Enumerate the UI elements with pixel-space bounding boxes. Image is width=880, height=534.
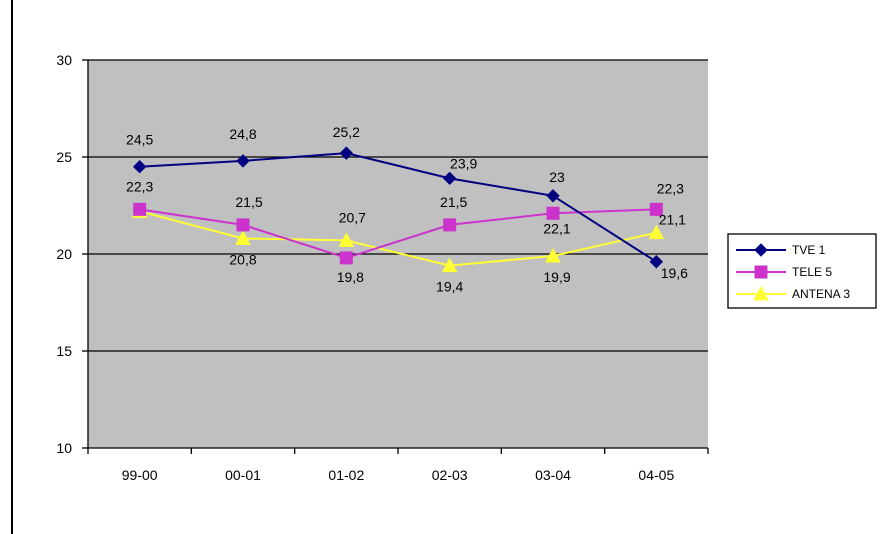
- data-label: 21,5: [235, 194, 262, 210]
- data-point-tve-1: [442, 171, 457, 186]
- data-label: 19,9: [543, 269, 570, 285]
- legend-label: TVE 1: [792, 243, 826, 257]
- data-point-tele-5: [546, 206, 560, 220]
- data-label: 22,3: [657, 180, 684, 196]
- data-label: 22,3: [126, 178, 153, 194]
- x-tick-label: 02-03: [432, 467, 468, 483]
- data-point-tele-5: [649, 202, 663, 216]
- data-label: 24,5: [126, 132, 153, 148]
- data-point-tele-5: [339, 251, 353, 265]
- series-line-tve-1: [139, 152, 657, 263]
- data-label: 19,6: [661, 265, 688, 281]
- data-point-antena-3: [235, 230, 251, 245]
- legend-swatch-marker: [753, 285, 769, 301]
- legend-label: TELE 5: [792, 265, 832, 279]
- legend-label: ANTENA 3: [792, 287, 850, 301]
- series-line-antena-3: [139, 210, 657, 267]
- data-label: 22,1: [543, 220, 570, 236]
- data-label: 23,9: [450, 155, 477, 171]
- x-tick-label: 00-01: [225, 467, 261, 483]
- data-label: 25,2: [333, 124, 360, 140]
- series-layer: [131, 146, 665, 273]
- y-tick-label: 10: [56, 440, 72, 456]
- x-tick-label: 04-05: [638, 467, 674, 483]
- legend-swatch-marker: [754, 265, 768, 279]
- y-tick-label: 25: [56, 149, 72, 165]
- data-point-antena-3: [545, 247, 561, 263]
- data-point-tve-1: [649, 255, 664, 269]
- data-label: 24,8: [229, 126, 256, 142]
- data-label: 20,8: [229, 251, 256, 267]
- data-label: 20,7: [339, 209, 366, 225]
- y-tick-label: 30: [56, 52, 72, 68]
- data-point-tve-1: [132, 159, 147, 174]
- data-label: 21,5: [440, 194, 467, 210]
- legend-swatch-marker: [754, 243, 768, 257]
- axes: 10 15 20 25 30 99-00 00-01 01-02 02-03 03-04 04-05: [56, 52, 709, 483]
- data-point-tve-1: [339, 146, 354, 160]
- data-point-antena-3: [648, 224, 665, 240]
- data-label: 19,4: [436, 279, 463, 295]
- y-tick-label: 20: [56, 246, 72, 262]
- data-point-tele-5: [133, 202, 147, 216]
- legend: TVE 1 TELE 5 ANTENA 3: [727, 233, 877, 309]
- x-tick-label: 03-04: [535, 467, 571, 483]
- y-tick-label: 15: [56, 343, 72, 359]
- data-point-tve-1: [546, 189, 560, 203]
- data-point-tele-5: [443, 218, 457, 232]
- data-labels-layer: 24,5 24,8 25,2 23,9 23 19,6 22,3 21,5 19,8 21,5 22…: [126, 124, 688, 295]
- x-tick-label: 99-00: [122, 467, 158, 483]
- x-tick-label: 01-02: [328, 467, 364, 483]
- data-label: 21,1: [659, 212, 686, 228]
- data-point-tele-5: [236, 218, 250, 232]
- data-label: 23: [549, 169, 565, 185]
- data-label: 19,8: [337, 269, 364, 285]
- series-line-tele-5: [139, 208, 657, 259]
- data-point-antena-3: [338, 232, 355, 247]
- data-point-antena-3: [441, 257, 458, 273]
- data-point-tve-1: [236, 154, 250, 168]
